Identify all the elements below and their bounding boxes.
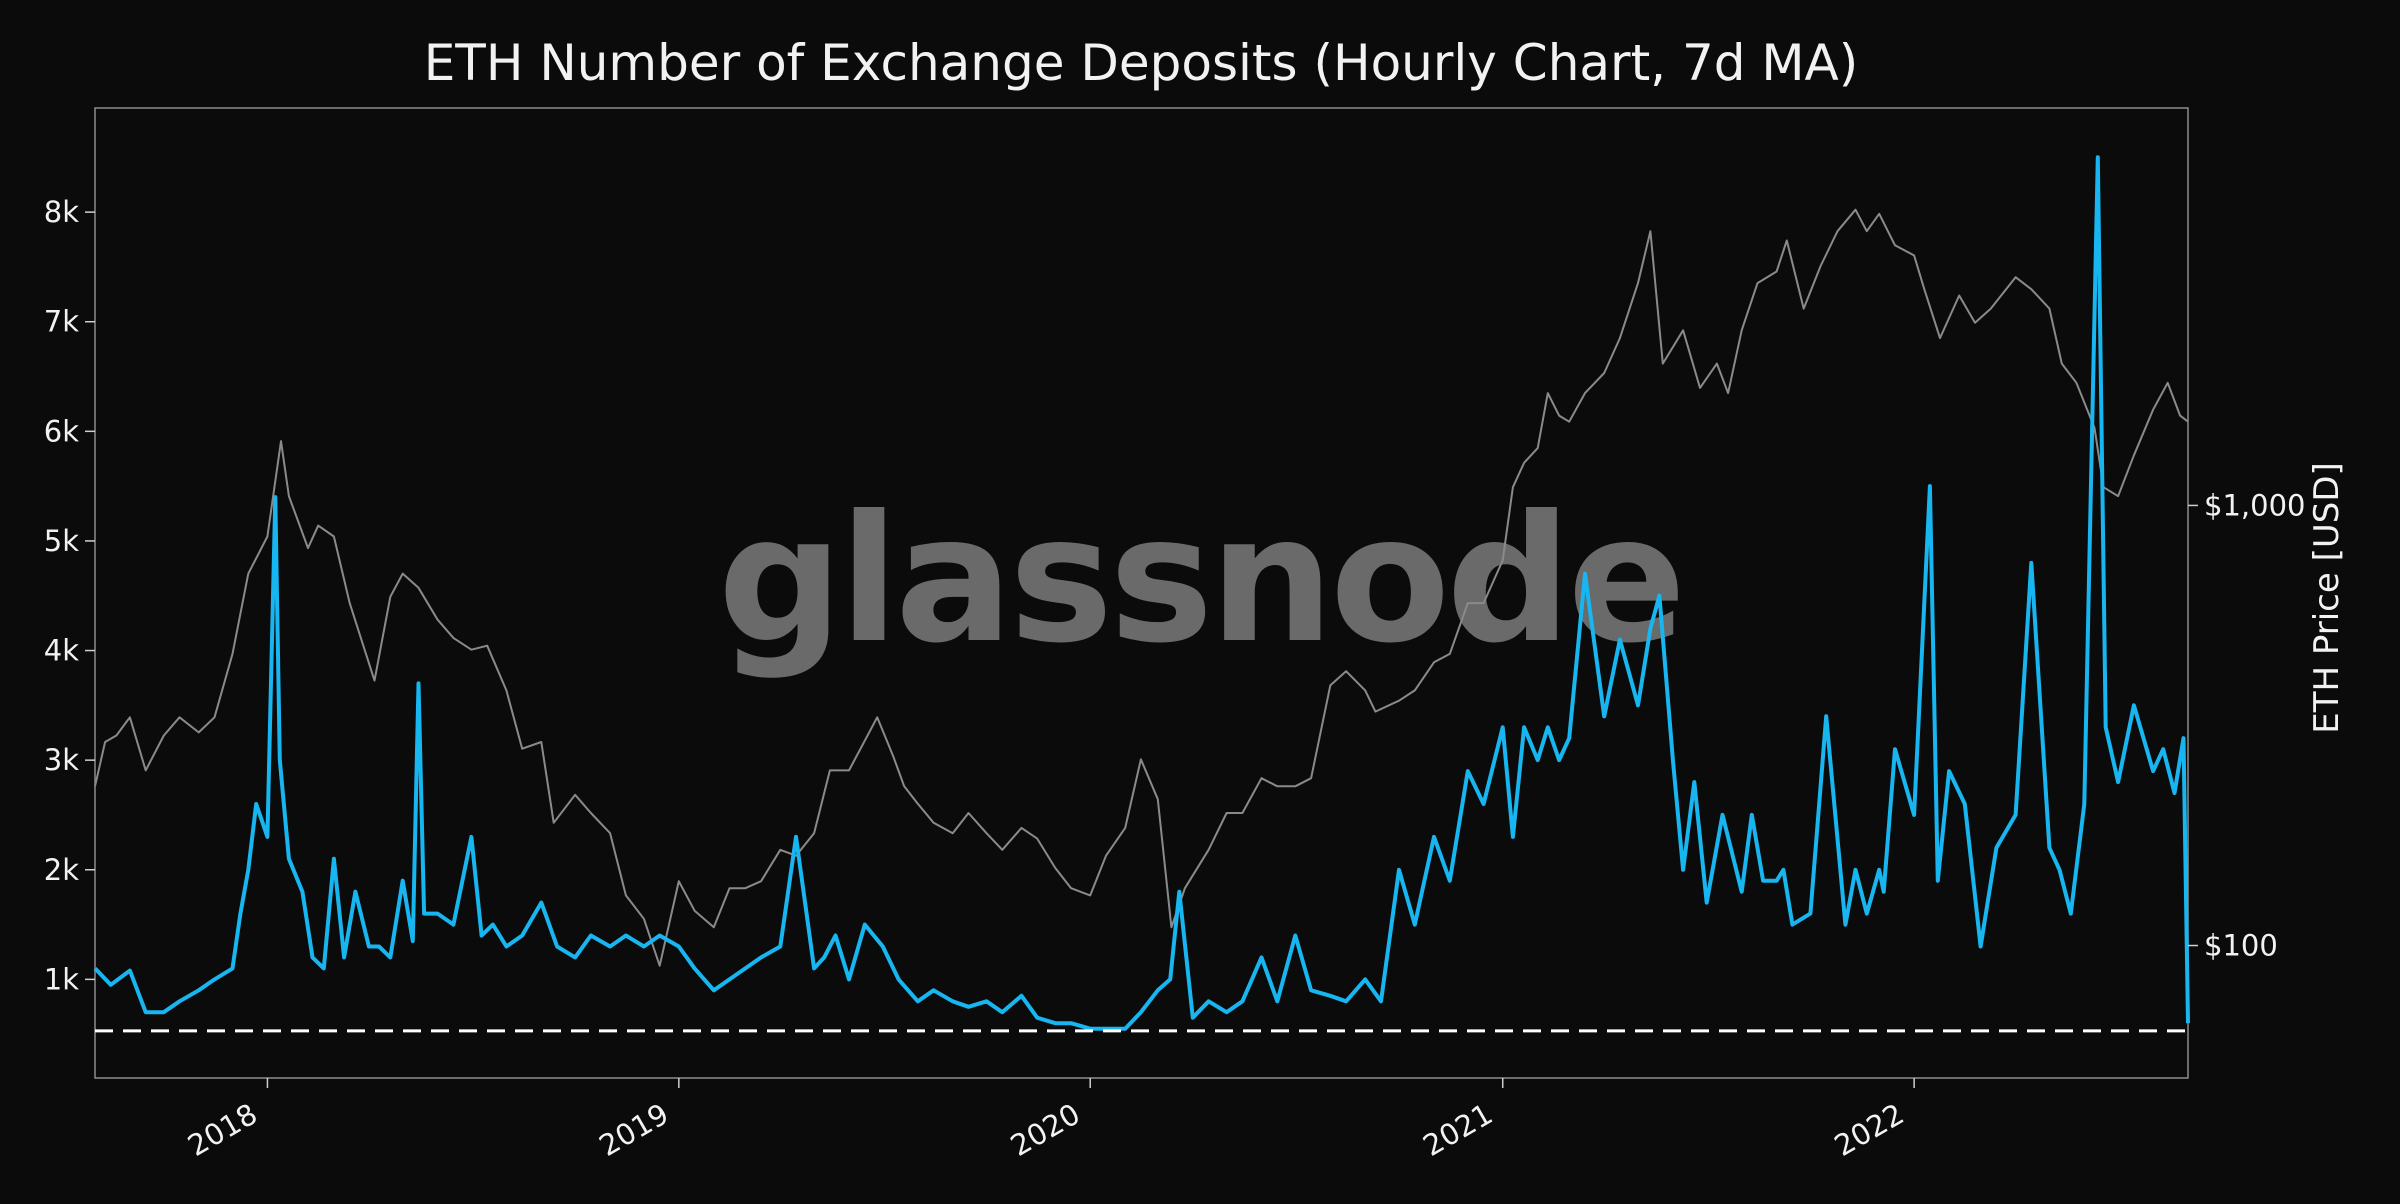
series-line-eth-price (94, 208, 2189, 967)
y-right-tick-label: $100 (2204, 929, 2278, 963)
y-axis-left: 1k 2k 3k 4k 5k 6k 7k 8k (44, 195, 95, 996)
watermark: glassnode (718, 479, 1686, 682)
plot-frame (94, 107, 2189, 1079)
series-layer (93, 155, 2190, 1031)
y-left-tick-label: 1k (44, 962, 79, 996)
y-left-tick-label: 2k (44, 853, 79, 887)
chart-title: ETH Number of Exchange Deposits (Hourly … (424, 34, 1859, 92)
y-left-tick-label: 7k (44, 305, 79, 339)
y-axis-right-label: ETH Price [USD] (2307, 462, 2347, 734)
y-left-tick-label: 4k (44, 634, 79, 668)
y-left-tick-label: 8k (44, 195, 79, 229)
y-right-tick-label: $1,000 (2204, 488, 2305, 522)
series-line-exchange-deposits (93, 155, 2190, 1031)
y-left-tick-label: 3k (44, 743, 79, 777)
watermark-text: glassnode (718, 479, 1682, 682)
y-axis-right: $100 $1,000 (2188, 488, 2305, 963)
y-left-tick-label: 6k (44, 414, 79, 448)
y-left-tick-label: 5k (44, 524, 79, 558)
